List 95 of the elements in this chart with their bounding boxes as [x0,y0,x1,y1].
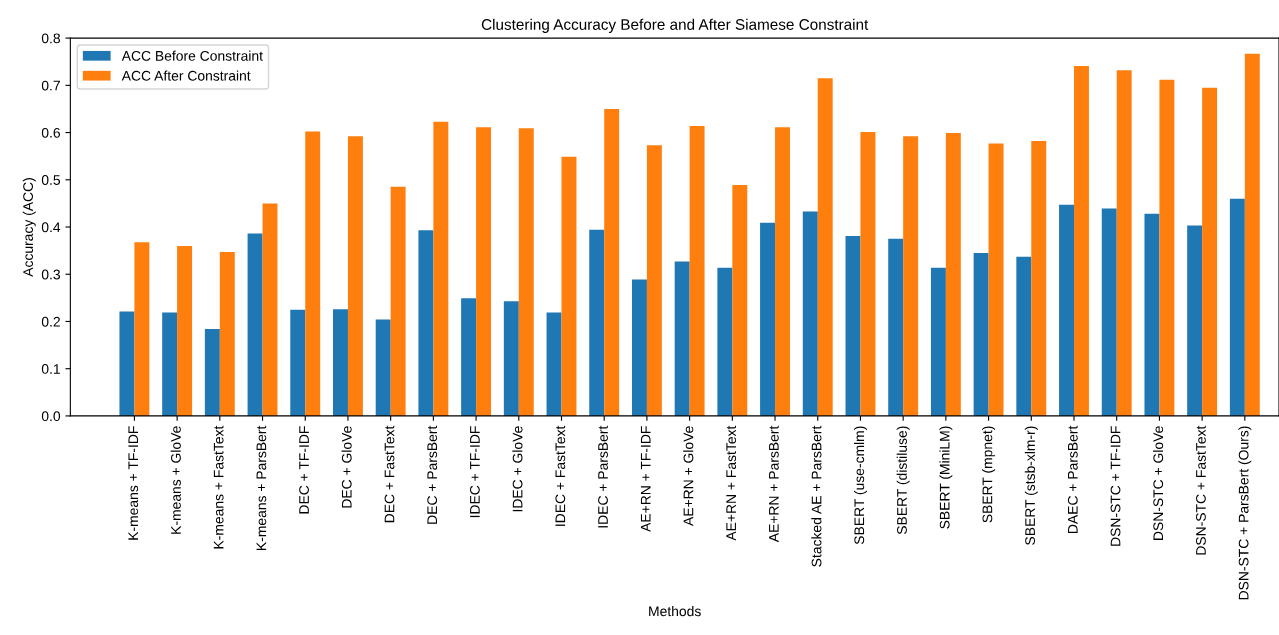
bar [930,267,946,416]
bar [1074,65,1089,416]
bar [561,156,577,416]
bar [903,136,919,416]
y-tick-label: 0.6 [41,127,61,138]
bar [802,211,818,416]
legend-label: ACC After Constraint [121,70,251,81]
x-tick-label: IDEC + TF-IDF [469,426,480,518]
bar [1031,141,1047,416]
x-tick-label: K-means + GloVe [170,426,181,534]
x-tick-label: IDEC + GloVe [512,426,523,512]
bar [1059,204,1074,416]
y-axis-title: Accuracy (ACC) [22,178,36,277]
chart-title: Clustering Accuracy Before and After Siamese Constraint [481,18,869,33]
x-tick-label: DEC + ParsBert [427,425,438,524]
bar [1116,70,1132,416]
x-axis-title: Methods [649,605,701,617]
x-tick-label: Stacked AE + ParsBert [811,425,822,567]
x-tick-label: AE+RN + FastText [726,425,737,541]
bar [290,309,306,416]
bar [988,143,1004,416]
bar [646,145,662,416]
bar [1159,79,1175,416]
bar [177,245,193,416]
x-tick-label: DEC + GloVe [341,426,352,508]
bar [845,235,861,416]
bar [1244,53,1260,416]
x-tick-label: SBERT (distiluse) [896,426,910,535]
y-tick-label: 0.3 [41,269,61,280]
y-tick-label: 0.8 [41,33,61,44]
x-tick-label: IDEC + ParsBert [598,425,608,528]
bar [119,311,135,416]
bar [1101,208,1117,416]
x-tick-label: K-means + ParsBert [256,425,267,550]
bar [888,238,904,416]
bar [689,125,705,416]
bar [247,233,263,416]
x-tick-label: AE+RN + ParsBert [769,425,779,543]
legend-label: ACC Before Constraint [121,50,263,61]
x-tick-label: DEC + TF-IDF [299,426,309,514]
bar [390,186,406,416]
x-tick-label: DSN-STC + GloVe [1152,426,1164,540]
bar [732,184,748,416]
x-tick-label: DSN-STC + TF-IDF [1110,426,1121,546]
bar [418,230,434,416]
bar [1202,87,1218,416]
bar [760,222,776,416]
bar [817,78,833,416]
bar [674,261,690,416]
bar [518,128,534,416]
bar [717,267,733,416]
bar [546,312,562,416]
x-tick-label: DAEC + ParsBert [1067,425,1078,533]
bar [945,133,961,416]
y-tick-label: 0.4 [41,222,61,233]
y-tick-label: 0.7 [41,80,60,91]
bar [262,203,278,416]
bar [375,319,391,416]
bar [162,312,178,416]
x-tick-label: K-means + TF-IDF [128,426,139,540]
bar [604,108,620,416]
x-tick-label: AE+RN + GloVe [683,426,694,526]
bar [347,136,363,416]
x-tick-label: DSN-STC + FastText [1196,425,1206,555]
bar [775,127,790,416]
bar [1144,213,1160,416]
y-tick-label: 0.0 [41,411,61,422]
y-tick-label: 0.5 [41,175,61,185]
bar [973,252,989,416]
bar [589,229,605,416]
bar [631,279,647,416]
x-tick-label: DSN-STC + ParsBert (Ours) [1238,426,1252,600]
bar [219,252,235,416]
bar [1229,198,1245,416]
x-tick-label: AE+RN + TF-IDF [640,426,651,532]
bar [204,329,220,416]
bar [1016,256,1032,416]
x-tick-label: SBERT (stsb-xlm-r) [1024,426,1038,545]
x-tick-label: SBERT (use-cmlm) [853,426,867,545]
bar [860,132,876,416]
x-tick-label: DEC + FastText [384,425,395,523]
bar [1187,225,1203,416]
x-tick-label: SBERT (MiniLM) [939,426,953,529]
bar [333,309,348,416]
bar [433,121,449,416]
bar [503,301,519,416]
y-tick-label: 0.2 [41,316,60,327]
bar [461,298,477,416]
bar [134,242,150,416]
x-tick-label: K-means + FastText [213,425,224,549]
bar [476,127,492,416]
y-tick-label: 0.1 [41,364,60,374]
x-tick-label: SBERT (mpnet) [982,426,996,523]
x-tick-label: IDEC + FastText [555,425,566,526]
bar [305,131,321,416]
